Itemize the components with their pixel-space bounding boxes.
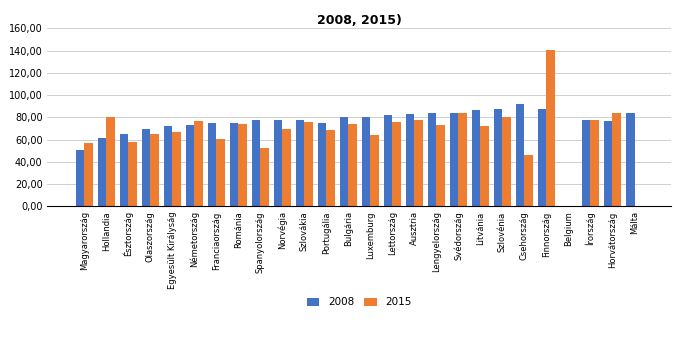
Bar xyxy=(612,113,621,206)
Bar xyxy=(428,113,437,206)
Bar xyxy=(274,120,282,206)
Bar xyxy=(128,142,136,206)
Bar xyxy=(591,120,599,206)
Bar xyxy=(494,109,502,206)
Bar xyxy=(216,138,224,206)
Bar xyxy=(76,150,84,206)
Bar xyxy=(304,122,313,206)
Bar xyxy=(538,109,546,206)
Bar xyxy=(106,117,115,206)
Bar xyxy=(296,120,304,206)
Bar xyxy=(282,129,291,206)
Bar xyxy=(546,49,555,206)
Bar xyxy=(458,113,466,206)
Bar xyxy=(414,120,423,206)
Bar xyxy=(252,120,260,206)
Bar xyxy=(186,125,194,206)
Bar xyxy=(260,147,268,206)
Bar xyxy=(516,104,525,206)
Bar xyxy=(406,114,414,206)
Legend: 2008, 2015: 2008, 2015 xyxy=(303,293,416,312)
Bar xyxy=(370,135,379,206)
Bar xyxy=(348,124,357,206)
Bar xyxy=(481,126,489,206)
Bar xyxy=(208,123,216,206)
Bar xyxy=(84,143,92,206)
Bar xyxy=(626,113,635,206)
Title: 2008, 2015): 2008, 2015) xyxy=(317,14,402,27)
Bar xyxy=(437,125,445,206)
Bar xyxy=(164,126,172,206)
Bar xyxy=(318,123,326,206)
Bar xyxy=(393,122,401,206)
Bar xyxy=(384,115,393,206)
Bar xyxy=(502,117,511,206)
Bar xyxy=(238,124,247,206)
Bar xyxy=(172,132,180,206)
Bar xyxy=(340,117,348,206)
Bar xyxy=(604,121,612,206)
Bar xyxy=(582,120,591,206)
Bar xyxy=(120,134,128,206)
Bar xyxy=(362,117,370,206)
Bar xyxy=(194,121,203,206)
Bar xyxy=(326,130,335,206)
Bar xyxy=(151,134,159,206)
Bar xyxy=(230,123,238,206)
Bar xyxy=(98,137,106,206)
Bar xyxy=(525,155,533,206)
Bar xyxy=(472,110,481,206)
Bar xyxy=(142,129,151,206)
Bar xyxy=(450,113,458,206)
